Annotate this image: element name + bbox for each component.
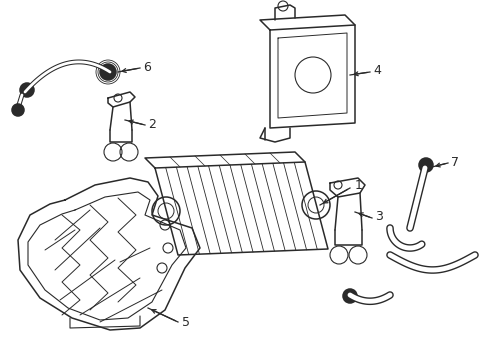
Circle shape [100,64,116,80]
Text: 5: 5 [182,315,190,328]
Text: 3: 3 [374,210,382,222]
Circle shape [12,104,24,116]
Circle shape [20,83,34,97]
Text: 7: 7 [450,156,458,168]
Text: 1: 1 [354,179,362,192]
Circle shape [418,158,432,172]
Circle shape [342,289,356,303]
Text: 2: 2 [148,117,156,131]
Text: 4: 4 [372,63,380,77]
Text: 6: 6 [142,60,151,73]
